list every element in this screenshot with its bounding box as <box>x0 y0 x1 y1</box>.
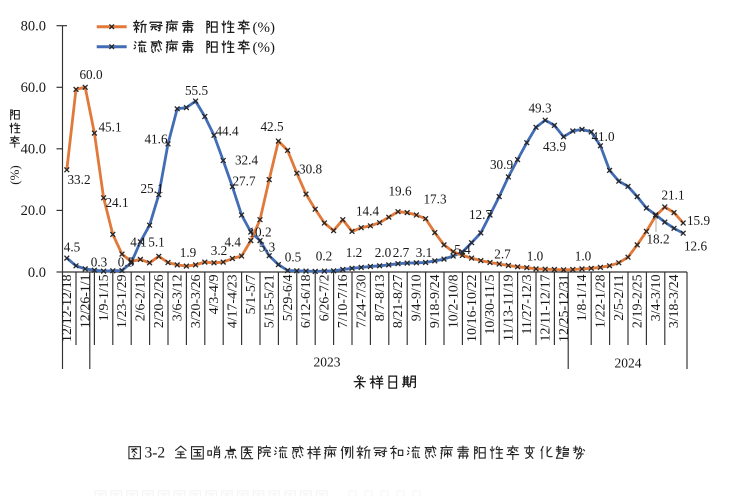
svg-text:11/13-11/19: 11/13-11/19 <box>501 274 516 341</box>
svg-text:8/21-8/27: 8/21-8/27 <box>390 274 405 328</box>
svg-text:43.9: 43.9 <box>543 139 566 154</box>
svg-text:7/24-7/30: 7/24-7/30 <box>353 274 368 328</box>
svg-text:3/18-3/24: 3/18-3/24 <box>666 274 681 328</box>
svg-text:27.7: 27.7 <box>232 174 255 189</box>
svg-text:49.3: 49.3 <box>528 101 551 116</box>
svg-text:2024: 2024 <box>615 356 642 371</box>
svg-text:(%): (%) <box>253 20 276 36</box>
svg-text:18.2: 18.2 <box>646 232 669 247</box>
svg-text:0.5: 0.5 <box>285 249 302 264</box>
svg-text:12.7: 12.7 <box>469 207 492 222</box>
svg-text:(%): (%) <box>253 40 276 56</box>
svg-text:17.3: 17.3 <box>423 192 446 207</box>
svg-text:3.2: 3.2 <box>211 243 227 258</box>
svg-text:9/18-9/24: 9/18-9/24 <box>427 274 442 328</box>
svg-text:0.5: 0.5 <box>118 255 135 270</box>
svg-text:42.5: 42.5 <box>260 119 283 134</box>
svg-text:41.6: 41.6 <box>144 132 167 147</box>
svg-text:3/4-3/10: 3/4-3/10 <box>648 274 663 321</box>
svg-text:1.9: 1.9 <box>180 245 197 260</box>
svg-text:15.9: 15.9 <box>687 213 710 228</box>
svg-text:6/12-6/18: 6/12-6/18 <box>298 274 313 328</box>
svg-text:1/8-1/14: 1/8-1/14 <box>574 274 589 321</box>
svg-text:41.0: 41.0 <box>591 129 614 144</box>
svg-text:7/10-7/16: 7/10-7/16 <box>335 274 350 328</box>
svg-text:3/6-3/12: 3/6-3/12 <box>169 274 184 321</box>
svg-text:2.0: 2.0 <box>375 245 392 260</box>
svg-text:1.2: 1.2 <box>346 245 362 260</box>
svg-text:80.0: 80.0 <box>21 19 46 35</box>
svg-text:1.0: 1.0 <box>527 249 544 264</box>
svg-text:45.1: 45.1 <box>98 120 121 135</box>
svg-text:25.1: 25.1 <box>140 181 163 196</box>
svg-text:2/19-2/25: 2/19-2/25 <box>629 274 644 328</box>
svg-text:0.3: 0.3 <box>91 255 108 270</box>
svg-text:5/15-5/21: 5/15-5/21 <box>261 274 276 328</box>
svg-text:21.1: 21.1 <box>661 188 684 203</box>
svg-text:2.7: 2.7 <box>393 245 410 260</box>
svg-text:19.6: 19.6 <box>388 184 411 199</box>
svg-text:5.4: 5.4 <box>454 242 471 257</box>
svg-text:33.2: 33.2 <box>67 172 90 187</box>
svg-text:5/1-5/7: 5/1-5/7 <box>243 274 258 314</box>
svg-text:5/29-6/4: 5/29-6/4 <box>280 274 295 321</box>
svg-text:5.3: 5.3 <box>259 240 276 255</box>
svg-text:10/2-10/8: 10/2-10/8 <box>445 274 460 328</box>
svg-text:32.4: 32.4 <box>235 153 258 168</box>
svg-text:44.4: 44.4 <box>215 124 238 139</box>
svg-text:12/25-12/31: 12/25-12/31 <box>556 274 571 342</box>
svg-text:3/20-3/26: 3/20-3/26 <box>188 274 203 328</box>
svg-text:5.1: 5.1 <box>148 235 164 250</box>
svg-text:2.7: 2.7 <box>494 247 511 262</box>
svg-text:2/6-2/12: 2/6-2/12 <box>133 274 148 321</box>
svg-text:3-2: 3-2 <box>145 445 166 462</box>
svg-text:4.1: 4.1 <box>130 235 146 250</box>
svg-text:0.0: 0.0 <box>28 265 46 281</box>
svg-text:24.1: 24.1 <box>105 195 128 210</box>
svg-text:4/3-4/9: 4/3-4/9 <box>206 274 221 314</box>
svg-text:12/12-12/18: 12/12-12/18 <box>59 274 74 342</box>
svg-text:1/22-1/28: 1/22-1/28 <box>593 274 608 328</box>
svg-text:1/23-1/29: 1/23-1/29 <box>114 274 129 328</box>
svg-text:55.5: 55.5 <box>185 83 208 98</box>
svg-text:12.6: 12.6 <box>684 239 707 254</box>
svg-text:10/30-11/5: 10/30-11/5 <box>482 274 497 334</box>
svg-text:12/26-1/1: 12/26-1/1 <box>77 274 92 328</box>
svg-text:9/4-9/10: 9/4-9/10 <box>409 274 424 321</box>
svg-text:(%): (%) <box>7 165 22 185</box>
svg-text:0.2: 0.2 <box>316 249 332 264</box>
svg-text:30.8: 30.8 <box>299 162 322 177</box>
svg-text:8/7-8/13: 8/7-8/13 <box>372 274 387 321</box>
svg-text:11/27-12/3: 11/27-12/3 <box>519 274 534 334</box>
svg-text:4.4: 4.4 <box>224 234 241 249</box>
svg-text:12/11-12/17: 12/11-12/17 <box>537 274 552 341</box>
svg-text:30.9: 30.9 <box>490 157 513 172</box>
svg-text:4/17-4/23: 4/17-4/23 <box>225 274 240 328</box>
svg-text:1.0: 1.0 <box>575 249 592 264</box>
svg-text:40.0: 40.0 <box>21 142 46 158</box>
svg-text:1/9-1/15: 1/9-1/15 <box>96 274 111 321</box>
svg-text:14.4: 14.4 <box>356 204 379 219</box>
svg-text:2/20-2/26: 2/20-2/26 <box>151 274 166 328</box>
svg-text:60.0: 60.0 <box>79 67 102 82</box>
svg-text:2023: 2023 <box>314 355 341 370</box>
svg-text:10/16-10/22: 10/16-10/22 <box>464 274 479 342</box>
svg-text:10.2: 10.2 <box>248 225 271 240</box>
svg-text:3.1: 3.1 <box>416 245 432 260</box>
svg-text:4.5: 4.5 <box>64 240 81 255</box>
svg-text:2/5-2/11: 2/5-2/11 <box>611 274 626 320</box>
svg-text:20.0: 20.0 <box>21 203 46 219</box>
svg-text:60.0: 60.0 <box>21 80 46 96</box>
svg-text:6/26-7/2: 6/26-7/2 <box>317 274 332 321</box>
